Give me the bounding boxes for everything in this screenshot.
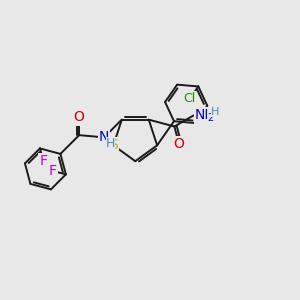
Text: H: H (211, 107, 220, 117)
Text: S: S (109, 138, 118, 152)
Text: NH: NH (195, 109, 216, 122)
Text: O: O (74, 110, 85, 124)
Text: 2: 2 (207, 113, 214, 123)
Text: F: F (39, 154, 47, 168)
Text: O: O (174, 137, 184, 151)
Text: F: F (49, 164, 57, 178)
Text: Cl: Cl (183, 92, 195, 105)
Text: N: N (99, 130, 109, 144)
Text: H: H (106, 137, 115, 150)
